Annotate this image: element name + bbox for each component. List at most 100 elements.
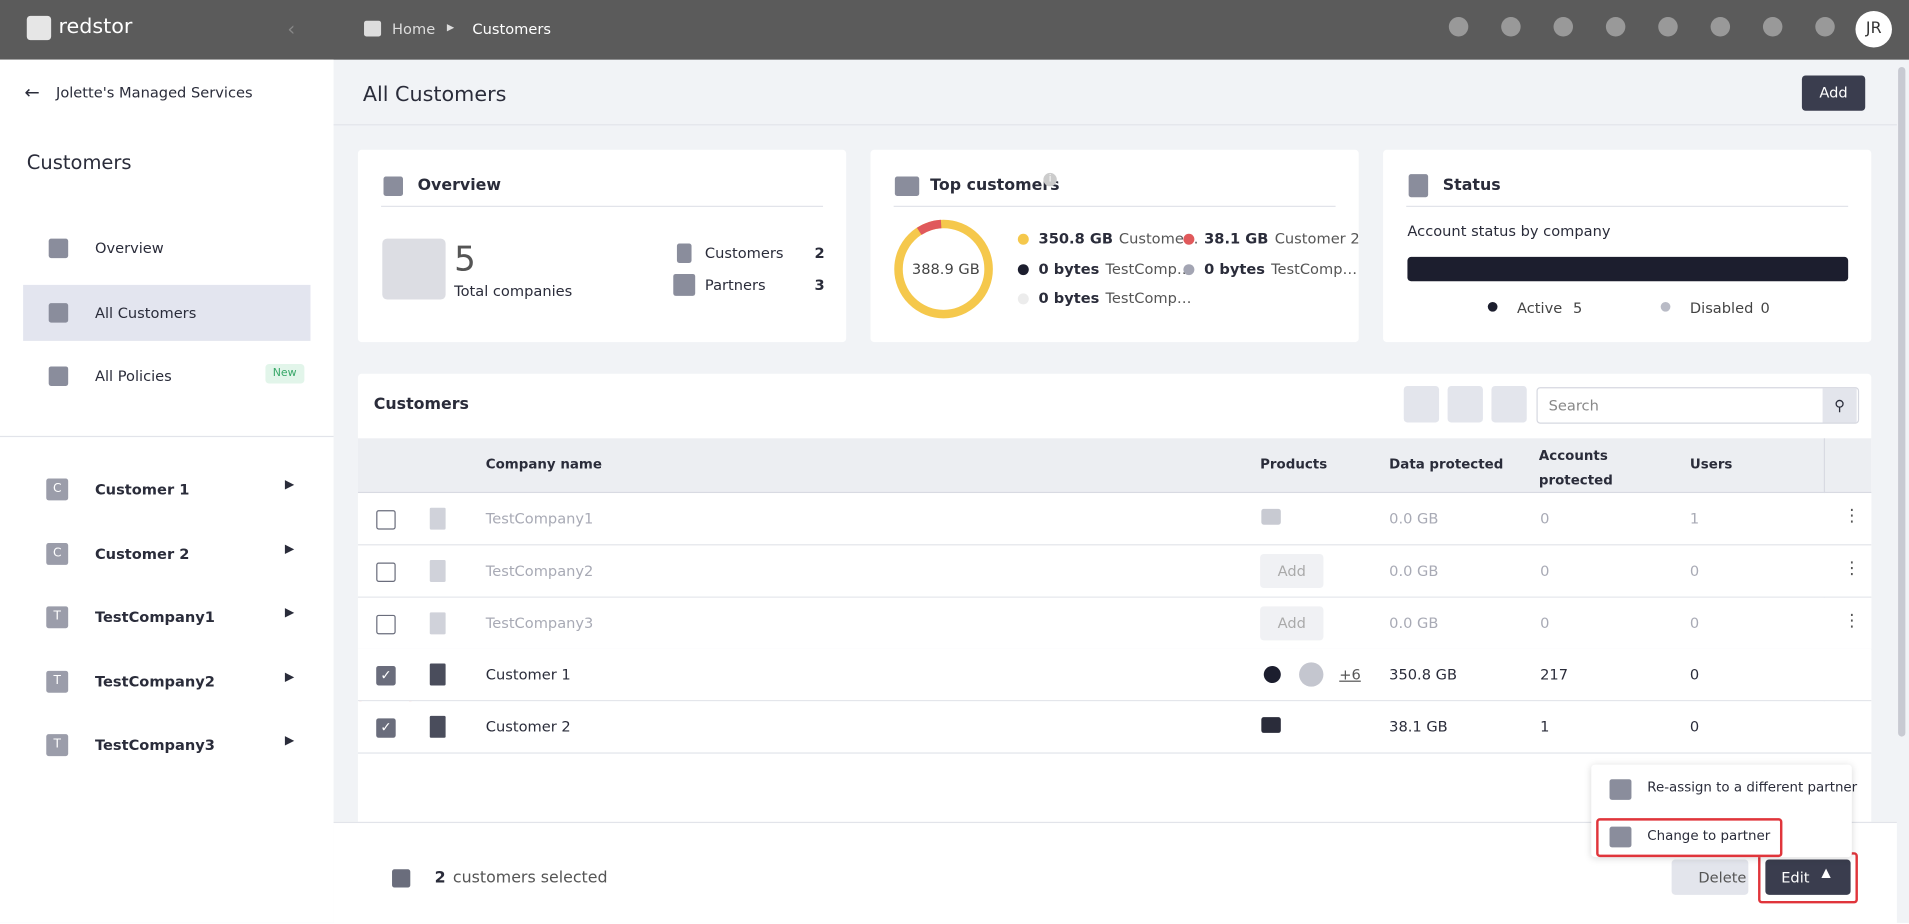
toolbar-icon[interactable] bbox=[1448, 17, 1469, 37]
delete-button[interactable] bbox=[1671, 859, 1749, 895]
data-protected: 38.1 GB bbox=[1389, 718, 1448, 736]
company-initial: C bbox=[46, 478, 69, 501]
donut-ring bbox=[894, 219, 993, 319]
nav-icon bbox=[48, 238, 69, 259]
product-icon bbox=[1299, 662, 1324, 688]
company-icon bbox=[429, 507, 446, 530]
companies-icon bbox=[382, 238, 446, 300]
toolbar-icon[interactable] bbox=[1501, 17, 1521, 37]
avatar[interactable]: JR bbox=[1855, 10, 1892, 48]
edit-label: Edit bbox=[1781, 869, 1810, 887]
company-name[interactable]: TestCompany3 bbox=[485, 614, 594, 632]
company-name[interactable]: TestCompany2 bbox=[485, 562, 594, 580]
legend-name: TestComp… bbox=[1271, 260, 1358, 278]
back-arrow[interactable]: ← bbox=[24, 81, 40, 104]
add-product[interactable]: Add bbox=[1260, 553, 1324, 588]
nav-icon bbox=[48, 366, 69, 386]
collapse[interactable]: ‹ bbox=[287, 17, 296, 41]
company-initial: T bbox=[46, 734, 69, 757]
row-checkbox[interactable]: ✓ bbox=[376, 666, 396, 686]
toolbar-icon[interactable] bbox=[1658, 17, 1678, 37]
total-companies: 5 bbox=[454, 238, 476, 279]
toolbar-icon[interactable] bbox=[1815, 17, 1835, 37]
row-checkbox[interactable] bbox=[376, 614, 396, 634]
company-name[interactable]: Customer 1 bbox=[485, 666, 571, 684]
add-product[interactable]: Add bbox=[1260, 605, 1324, 640]
table-title: Customers bbox=[373, 395, 469, 414]
company-link[interactable]: Customer 2 bbox=[94, 544, 190, 562]
expand-caret[interactable]: ▶ bbox=[284, 542, 295, 556]
row-checkbox[interactable] bbox=[376, 510, 396, 530]
donut-center: 388.9 GB bbox=[911, 260, 980, 278]
legend-dot bbox=[1017, 264, 1029, 276]
breadcrumb-home[interactable]: Home bbox=[392, 20, 436, 38]
nav-item[interactable]: All Customers bbox=[94, 304, 197, 322]
legend-dot bbox=[1183, 264, 1195, 276]
more-products[interactable]: +6 bbox=[1339, 666, 1361, 684]
company-link[interactable]: Customer 1 bbox=[94, 480, 190, 498]
breadcrumb-current: Customers bbox=[472, 20, 551, 38]
expand-caret[interactable]: ▶ bbox=[284, 606, 295, 620]
company-link[interactable]: TestCompany3 bbox=[94, 736, 215, 754]
toolbar-icon[interactable] bbox=[1605, 17, 1626, 37]
view-button[interactable] bbox=[1403, 385, 1440, 423]
users: 0 bbox=[1689, 718, 1700, 736]
status-dot bbox=[1660, 301, 1671, 312]
home-icon bbox=[364, 20, 382, 37]
legend-dot bbox=[1017, 293, 1029, 305]
company-name[interactable]: Customer 2 bbox=[485, 718, 571, 736]
partners-icon bbox=[673, 273, 696, 296]
row-menu[interactable]: ⋮ bbox=[1843, 610, 1861, 631]
nav-item[interactable]: All Policies bbox=[94, 367, 172, 385]
expand-caret[interactable]: ▶ bbox=[284, 734, 295, 748]
rule bbox=[893, 205, 1336, 207]
row-checkbox[interactable] bbox=[376, 562, 396, 582]
menu-item[interactable]: Change to partner bbox=[1647, 827, 1771, 844]
status-label: Disabled bbox=[1689, 299, 1754, 317]
users: 0 bbox=[1689, 614, 1700, 632]
status-label: Active bbox=[1517, 299, 1563, 317]
menu-item[interactable]: Re-assign to a different partner bbox=[1647, 779, 1858, 796]
highlight bbox=[1596, 818, 1783, 858]
company-link[interactable]: TestCompany1 bbox=[94, 608, 215, 626]
data-protected: 350.8 GB bbox=[1389, 666, 1457, 684]
nav-icon bbox=[48, 303, 69, 323]
nav-item[interactable]: Overview bbox=[94, 239, 164, 257]
add-button[interactable]: Add bbox=[1801, 75, 1866, 111]
search-button[interactable]: ⚲ bbox=[1822, 388, 1857, 423]
company-icon bbox=[429, 664, 446, 686]
row-menu[interactable]: ⋮ bbox=[1843, 506, 1861, 526]
company-icon bbox=[429, 559, 446, 582]
filter-button[interactable] bbox=[1491, 385, 1527, 423]
status-bar bbox=[1407, 256, 1849, 282]
info-icon[interactable]: i bbox=[1043, 172, 1057, 187]
select-all[interactable] bbox=[392, 869, 411, 888]
company-link[interactable]: TestCompany2 bbox=[94, 672, 215, 690]
topbar bbox=[0, 0, 1909, 60]
back-link[interactable]: Jolette's Managed Services bbox=[56, 84, 253, 102]
company-initial: C bbox=[46, 542, 69, 565]
menu-icon bbox=[1609, 826, 1632, 848]
edit-button[interactable] bbox=[1765, 859, 1851, 895]
toolbar-icon[interactable] bbox=[1710, 17, 1731, 37]
scrollbar[interactable] bbox=[1898, 66, 1906, 737]
toolbar-icon[interactable] bbox=[1553, 17, 1574, 37]
col-header: Users bbox=[1689, 456, 1733, 473]
col-header: Company name bbox=[485, 456, 602, 473]
data-protected: 0.0 GB bbox=[1389, 510, 1439, 528]
expand-caret[interactable]: ▶ bbox=[284, 670, 295, 684]
row-menu[interactable]: ⋮ bbox=[1843, 558, 1861, 579]
download-button[interactable] bbox=[1447, 385, 1483, 423]
users: 1 bbox=[1689, 510, 1700, 528]
overview-icon bbox=[383, 176, 403, 197]
toolbar-icon[interactable] bbox=[1762, 17, 1783, 37]
edit-menu bbox=[1591, 764, 1852, 858]
product-icon bbox=[1261, 717, 1281, 734]
legend-name: Custome… bbox=[1118, 230, 1199, 248]
expand-caret[interactable]: ▶ bbox=[284, 478, 295, 492]
row-checkbox[interactable]: ✓ bbox=[376, 718, 396, 739]
accounts-protected: 0 bbox=[1540, 562, 1550, 580]
company-name[interactable]: TestCompany1 bbox=[485, 510, 594, 528]
search-box[interactable] bbox=[1536, 387, 1860, 424]
users: 0 bbox=[1689, 562, 1700, 580]
